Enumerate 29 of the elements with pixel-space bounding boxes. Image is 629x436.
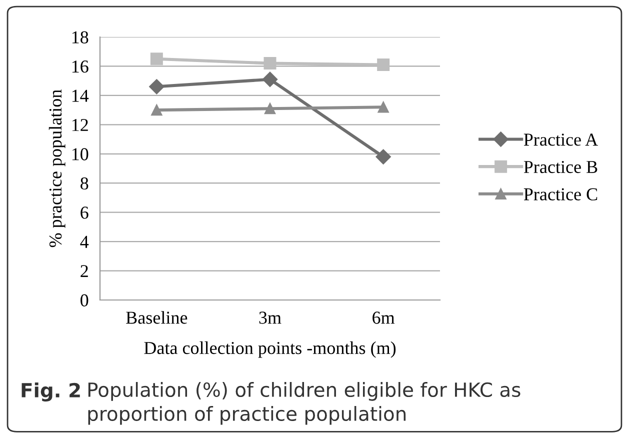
point <box>378 102 389 113</box>
y-tick-label: 2 <box>80 265 88 278</box>
x-tick-label: Baseline <box>126 311 188 324</box>
y-tick-label: 6 <box>80 206 88 219</box>
x-axis-title: Data collection points -months (m) <box>144 341 396 358</box>
point <box>264 57 276 70</box>
point <box>151 104 162 116</box>
point <box>149 79 164 94</box>
y-tick-label: 12 <box>72 118 88 131</box>
y-tick-label: 0 <box>80 294 88 306</box>
legend-label: Practice B <box>524 160 598 174</box>
point <box>264 103 276 114</box>
point <box>376 149 391 164</box>
y-tick-label: 10 <box>72 148 88 160</box>
point <box>377 58 390 72</box>
y-tick-label: 8 <box>80 177 88 190</box>
legend-label: Practice A <box>524 134 598 146</box>
x-tick-label: 6m <box>372 312 395 324</box>
point <box>150 52 163 66</box>
text: Population (%) of children eligible for HKC as proportion of practice population <box>88 382 520 425</box>
y-tick-label: 4 <box>80 236 89 248</box>
y-tick-label: 14 <box>72 90 89 102</box>
x-tick-label: 3m <box>259 312 282 324</box>
y-tick-label: 18 <box>72 31 88 44</box>
legend-label: Practice C <box>524 188 598 200</box>
y-tick-label: 16 <box>72 60 88 73</box>
caption: Fig. 2 <box>22 382 80 402</box>
y-axis-title: % practice population <box>48 90 66 248</box>
point <box>262 72 278 87</box>
